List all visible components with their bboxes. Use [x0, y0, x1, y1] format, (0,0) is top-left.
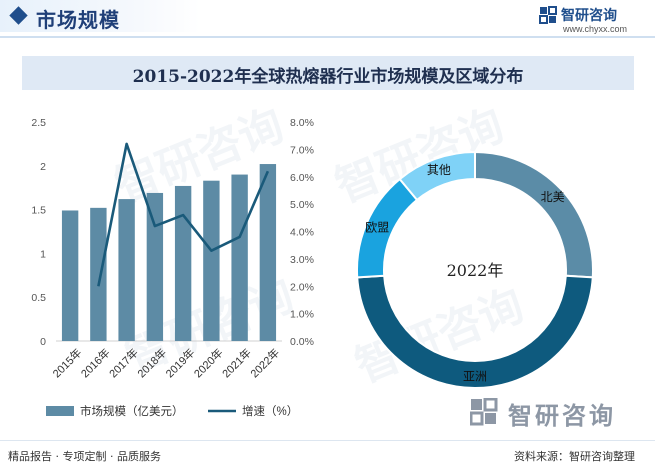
bar — [174, 185, 192, 341]
footer-tagline: 精品报告 · 专项定制 · 品质服务 — [8, 450, 161, 463]
bar — [118, 199, 135, 341]
y-tick-label: 2.5 — [31, 117, 46, 129]
y2-tick-label: 8.0% — [290, 117, 314, 129]
x-tick-label: 2022年 — [247, 345, 282, 380]
donut-slice-label: 欧盟 — [365, 221, 389, 235]
bar — [203, 180, 220, 341]
header-divider — [0, 36, 655, 38]
donut-slice-label: 北美 — [541, 190, 565, 204]
header-band — [0, 0, 200, 32]
donut-slice — [474, 150, 594, 279]
brand-name: 智研咨询 — [561, 8, 617, 24]
brand-url: www.chyxx.com — [563, 24, 628, 34]
section-title: 市场规模 — [36, 8, 120, 32]
donut-slice — [398, 150, 476, 202]
y-tick-label: 1.5 — [31, 205, 46, 217]
combo-chart: 0 0.5 1 1.5 2 2.5 0.0% 1.0% 2.0% 3.0% 4.0% 5.0% 6.0… — [31, 117, 314, 418]
footer-brand-icon — [470, 398, 498, 426]
page-header: 市场规模 智研咨询 www.chyxx.com — [0, 0, 655, 40]
y2-tick-label: 3.0% — [290, 254, 314, 266]
legend-label-bar: 市场规模（亿美元） — [80, 404, 184, 418]
bar — [259, 164, 277, 341]
brand-logo: 智研咨询 www.chyxx.com — [539, 4, 639, 34]
y2-tick-label: 4.0% — [290, 227, 314, 239]
brand-logo-icon — [539, 6, 557, 24]
y2-tick-label: 2.0% — [290, 281, 314, 293]
donut-center-label: 2022年 — [447, 261, 504, 280]
y-tick-label: 0 — [40, 336, 46, 348]
bar — [90, 207, 107, 341]
y2-tick-label: 7.0% — [290, 144, 314, 156]
x-tick-label: 2019年 — [162, 345, 197, 380]
footer-brand-name: 智研咨询 — [508, 402, 616, 430]
donut-slice-label: 亚洲 — [463, 370, 487, 384]
legend-label-line: 增速（%） — [242, 404, 298, 418]
bar — [146, 192, 164, 341]
y2-tick-label: 0.0% — [290, 336, 314, 348]
y-tick-label: 1 — [40, 248, 46, 260]
x-tick-label: 2020年 — [191, 345, 226, 380]
x-tick-label: 2015年 — [49, 345, 84, 380]
y2-tick-label: 1.0% — [290, 309, 314, 321]
legend-swatch-bar — [46, 406, 74, 416]
donut-slice — [356, 274, 594, 389]
x-tick-label: 2016年 — [78, 345, 113, 380]
footer-source: 资料来源：智研咨询整理 — [514, 450, 635, 463]
bar — [231, 174, 248, 341]
chart-title: 2015-2022年全球热熔器行业市场规模及区域分布 — [132, 67, 524, 87]
y2-tick-label: 6.0% — [290, 172, 314, 184]
x-tick-label: 2017年 — [106, 345, 141, 380]
page-footer: 精品报告 · 专项定制 · 品质服务 资料来源：智研咨询整理 — [0, 440, 655, 466]
x-tick-label: 2021年 — [219, 345, 254, 380]
footer-brand-logo: 智研咨询 — [470, 396, 640, 432]
y-tick-label: 0.5 — [31, 292, 46, 304]
y-tick-label: 2 — [40, 161, 46, 173]
chart-title-bar: 2015-2022年全球热熔器行业市场规模及区域分布 — [22, 56, 634, 90]
y2-tick-label: 5.0% — [290, 199, 314, 211]
donut-slice-label: 其他 — [427, 163, 451, 177]
x-tick-label: 2018年 — [134, 345, 169, 380]
bar — [61, 210, 79, 341]
